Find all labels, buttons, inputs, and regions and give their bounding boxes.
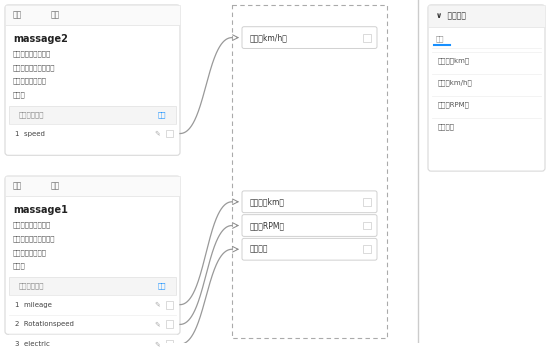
Text: 2  Rotationspeed: 2 Rotationspeed [15, 321, 74, 328]
Bar [363, 222, 371, 229]
Text: 删除: 删除 [51, 10, 60, 19]
Bar [166, 321, 173, 328]
FancyBboxPatch shape [242, 191, 377, 213]
Text: 转速（RPM）: 转速（RPM） [250, 221, 285, 230]
Text: 上电状态: 上电状态 [438, 123, 455, 129]
Text: 3  electric: 3 electric [15, 341, 50, 347]
Text: 数据上报字段: 数据上报字段 [19, 282, 45, 289]
Text: 车速（km/h）: 车速（km/h） [438, 79, 473, 86]
Text: 描述：: 描述： [13, 92, 26, 98]
Text: ✎: ✎ [154, 321, 160, 328]
Text: 是否包含响应消息：否: 是否包含响应消息：否 [13, 235, 56, 242]
FancyBboxPatch shape [5, 5, 180, 155]
Text: 属性: 属性 [436, 35, 444, 42]
Bar [232, 5, 387, 338]
Bar [9, 106, 176, 124]
Text: 字节序：大端模式: 字节序：大端模式 [13, 78, 47, 84]
Text: ✎: ✎ [154, 130, 160, 136]
Text: 消息类型：数据上报: 消息类型：数据上报 [13, 50, 51, 57]
Text: 1  speed: 1 speed [15, 130, 45, 136]
Bar [363, 245, 371, 253]
Text: 添加: 添加 [157, 282, 166, 289]
Text: 编辑: 编辑 [13, 181, 22, 191]
Text: 上电状态: 上电状态 [250, 245, 268, 254]
Text: ∨  市化晶车: ∨ 市化晶车 [436, 11, 466, 20]
Bar [363, 34, 371, 42]
Text: 总里程（km）: 总里程（km） [250, 197, 285, 206]
Text: 车速（km/h）: 车速（km/h） [250, 33, 288, 42]
Text: 1  mileage: 1 mileage [15, 302, 52, 308]
FancyBboxPatch shape [242, 27, 377, 49]
FancyBboxPatch shape [428, 5, 545, 171]
Text: 是否包含响应消息：否: 是否包含响应消息：否 [13, 64, 56, 70]
Text: massage1: massage1 [13, 205, 68, 215]
Text: 数据上报字段: 数据上报字段 [19, 111, 45, 118]
Text: massage2: massage2 [13, 34, 68, 44]
Text: 字节序：大端模式: 字节序：大端模式 [13, 249, 47, 255]
Text: 总里程（km）: 总里程（km） [438, 58, 470, 64]
Text: 转速（RPM）: 转速（RPM） [438, 101, 470, 108]
Text: 编辑: 编辑 [13, 10, 22, 19]
Bar [428, 5, 545, 27]
Text: 添加: 添加 [157, 111, 166, 118]
Bar [166, 129, 173, 137]
Bar [9, 277, 176, 295]
Text: 消息类型：数据上报: 消息类型：数据上报 [13, 221, 51, 228]
Bar [166, 301, 173, 308]
Text: 删除: 删除 [51, 181, 60, 191]
Text: ✎: ✎ [154, 341, 160, 347]
FancyBboxPatch shape [5, 176, 180, 334]
FancyBboxPatch shape [242, 238, 377, 260]
Bar [363, 198, 371, 206]
Bar [5, 176, 180, 196]
Bar [5, 5, 180, 25]
Text: ✎: ✎ [154, 302, 160, 308]
Text: 描述：: 描述： [13, 263, 26, 269]
FancyBboxPatch shape [242, 215, 377, 236]
Bar [166, 340, 173, 347]
